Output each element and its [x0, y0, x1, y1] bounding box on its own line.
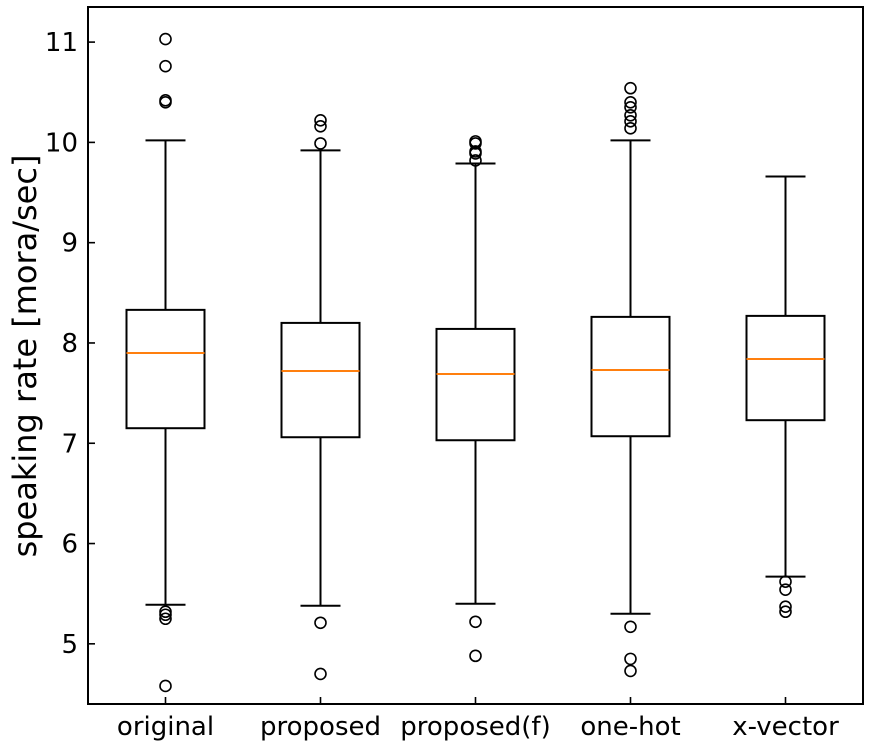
outlier-point [624, 664, 637, 678]
x-tick-label: original [117, 712, 214, 742]
outlier-point [159, 59, 172, 73]
y-tick-label: 7 [61, 429, 78, 459]
y-tick-label: 5 [61, 630, 78, 660]
y-tick-label: 10 [45, 128, 78, 158]
outlier-point [314, 616, 327, 630]
outlier-point [159, 612, 172, 626]
outlier-point [624, 100, 637, 114]
outlier-point [624, 620, 637, 634]
outlier-point [159, 679, 172, 693]
outlier-point [469, 649, 482, 663]
outlier-point [624, 652, 637, 666]
outlier-point [779, 600, 792, 614]
box-group-original [125, 32, 206, 693]
outlier-point [314, 667, 327, 681]
outlier-point [624, 109, 637, 122]
box-group-x-vector [745, 175, 826, 619]
outlier-point [469, 147, 482, 160]
outlier-point [779, 583, 792, 596]
y-axis-title: speaking rate [mora/sec] [6, 155, 44, 558]
y-tick-label: 6 [61, 530, 78, 560]
x-tick-label: proposed [260, 712, 381, 742]
box-iqr [590, 315, 671, 438]
plot-area [125, 32, 826, 693]
box-group-proposed [280, 114, 361, 681]
outlier-point [624, 122, 637, 135]
box-iqr [125, 308, 206, 430]
outlier-point [159, 95, 172, 109]
outlier-point [624, 95, 637, 109]
box-iqr [280, 321, 361, 439]
outlier-point [314, 137, 327, 150]
box-iqr [745, 314, 826, 422]
y-tick-label: 8 [61, 329, 78, 359]
x-tick-label: one-hot [580, 712, 680, 742]
box-iqr [435, 327, 516, 442]
x-tick-label: x-vector [732, 712, 839, 742]
outlier-point [159, 608, 172, 622]
outlier-point [469, 137, 482, 150]
axes: 5 6 7 8 9 10 11 original proposed proposed(f) one-… [45, 28, 839, 742]
outlier-point [779, 575, 792, 588]
outlier-point [779, 605, 792, 619]
box-group-proposed-f- [435, 135, 516, 663]
outlier-point [159, 32, 172, 46]
outlier-point [624, 115, 637, 128]
x-tick-label: proposed(f) [400, 712, 550, 742]
y-tick-label: 9 [61, 229, 78, 259]
outlier-point [624, 81, 637, 95]
outlier-point [469, 615, 482, 629]
y-tick-label: 11 [45, 28, 78, 58]
box-group-one-hot [590, 81, 671, 678]
outlier-point [314, 120, 327, 133]
outlier-point [469, 154, 482, 167]
outlier-point [314, 114, 327, 127]
